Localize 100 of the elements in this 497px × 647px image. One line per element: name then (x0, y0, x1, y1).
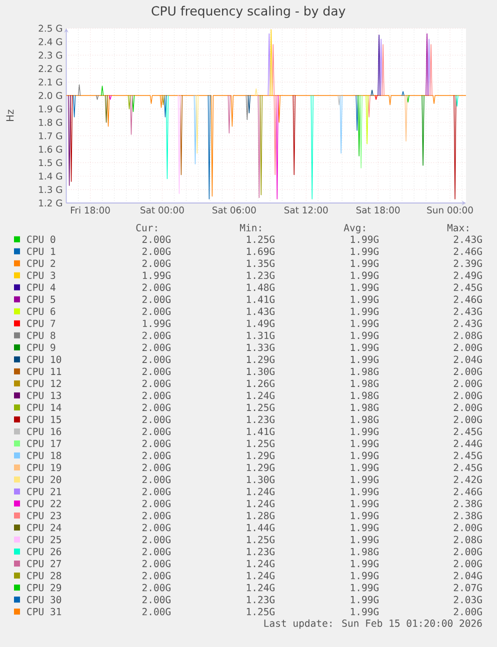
text: 2.00G (142, 500, 170, 508)
x-tick-label: Sat 06:00 (212, 206, 256, 214)
legend-label: CPU 26 (27, 548, 62, 556)
text: Min: (240, 224, 261, 232)
y-tick-label: 2.5 G (38, 24, 62, 32)
text: 1.99G (350, 476, 378, 484)
text: 1.99G (350, 452, 378, 460)
legend-label: CPU 6 (27, 308, 56, 316)
text: 2.00G (454, 524, 482, 532)
legend-label: CPU 0 (27, 236, 56, 243)
text: 1.99G (350, 260, 378, 268)
text: 2.46G (454, 248, 482, 256)
text: Last update: Sun Feb 15 01:20:00 2026 (264, 619, 482, 629)
legend-label: CPU 20 (27, 476, 62, 484)
legend-label: CPU 11 (27, 368, 62, 376)
text: 2.00G (142, 248, 170, 256)
text: 1.99G (350, 536, 378, 544)
text: 1.99G (350, 512, 378, 520)
x-tick-label: Sun 00:00 (427, 206, 473, 214)
text: 2.39G (454, 260, 482, 268)
text: 1.99G (350, 320, 378, 328)
text: 2.00G (454, 404, 482, 412)
text: 1.25G (246, 536, 274, 544)
text: 1.24G (246, 572, 274, 580)
text: 1.99G (350, 584, 378, 592)
text: 1.33G (246, 344, 274, 352)
text: 1.99G (350, 500, 378, 508)
text: 1.99G (350, 248, 378, 256)
text: 2.00G (142, 524, 170, 532)
text: 1.99G (350, 308, 378, 316)
legend-label: CPU 3 (27, 272, 56, 280)
x-tick-label: Fri 18:00 (70, 206, 110, 214)
text: 1.29G (246, 356, 274, 364)
text: 2.00G (142, 368, 170, 376)
legend-label: CPU 7 (27, 320, 56, 328)
legend-label: CPU 10 (27, 356, 62, 364)
text: 1.99G (350, 488, 378, 496)
legend-label: CPU 30 (27, 596, 62, 604)
text: 2.43G (454, 320, 482, 328)
text: 1.98G (350, 548, 378, 556)
legend-label: CPU 27 (27, 560, 61, 568)
text: 2.00G (142, 260, 170, 268)
legend-label: CPU 19 (27, 464, 62, 472)
text: 1.99G (350, 596, 378, 604)
text: 2.00G (454, 392, 482, 400)
text: 2.00G (142, 476, 170, 484)
text: 1.99G (350, 572, 378, 580)
text: 2.08G (454, 332, 482, 340)
text: 1.35G (246, 260, 274, 268)
text: 2.00G (454, 416, 482, 424)
text: 1.99G (350, 296, 378, 304)
text: 2.45G (454, 464, 482, 472)
text: 1.99G (350, 236, 378, 243)
y-tick-label: 2.2 G (38, 65, 62, 72)
text: 1.99G (350, 344, 378, 352)
legend-label: CPU 21 (27, 488, 62, 496)
text: 2.00G (142, 428, 170, 436)
text: 2.46G (454, 488, 482, 496)
legend-label: CPU 13 (27, 392, 61, 400)
text: 1.99G (350, 524, 378, 532)
text: 1.99G (142, 272, 170, 280)
text: 1.30G (246, 368, 274, 376)
legend-label: CPU 23 (27, 512, 61, 520)
text: 2.00G (142, 284, 170, 292)
text: 2.00G (454, 548, 482, 556)
text: 2.00G (142, 572, 170, 580)
text: 1.99G (350, 284, 378, 292)
text: 2.00G (142, 332, 170, 340)
text: 1.99G (350, 440, 378, 448)
text: 1.98G (350, 404, 378, 412)
y-tick-label: 2.1 G (38, 78, 62, 86)
text: 2.49G (454, 272, 482, 280)
text: 1.31G (246, 332, 274, 340)
legend-label: CPU 15 (27, 416, 61, 424)
text: 1.99G (350, 560, 378, 568)
legend-label: CPU 4 (27, 284, 56, 292)
text: 1.98G (350, 416, 378, 424)
text: 1.25G (246, 608, 274, 616)
text: 1.48G (246, 284, 274, 292)
text: 1.49G (246, 320, 274, 328)
text: 2.00G (454, 344, 482, 352)
text: 1.98G (350, 380, 378, 388)
legend-label: CPU 28 (27, 572, 62, 580)
chart-title: CPU frequency scaling - by day (152, 6, 346, 18)
text: 2.43G (454, 308, 482, 316)
text: 2.04G (454, 572, 482, 580)
text: 1.24G (246, 392, 274, 400)
text: 2.00G (454, 560, 482, 568)
text: 2.00G (142, 296, 170, 304)
y-axis-title: Hz (6, 110, 14, 122)
text: 2.00G (142, 464, 170, 472)
text: 2.45G (454, 284, 482, 292)
text: 1.99G (350, 356, 378, 364)
text: 1.41G (246, 296, 274, 304)
text: 1.25G (246, 404, 274, 412)
text: 1.23G (246, 416, 274, 424)
text: 1.99G (350, 464, 378, 472)
x-tick-label: Sat 00:00 (140, 206, 184, 214)
legend-label: CPU 16 (27, 428, 62, 436)
text: 1.41G (246, 428, 274, 436)
